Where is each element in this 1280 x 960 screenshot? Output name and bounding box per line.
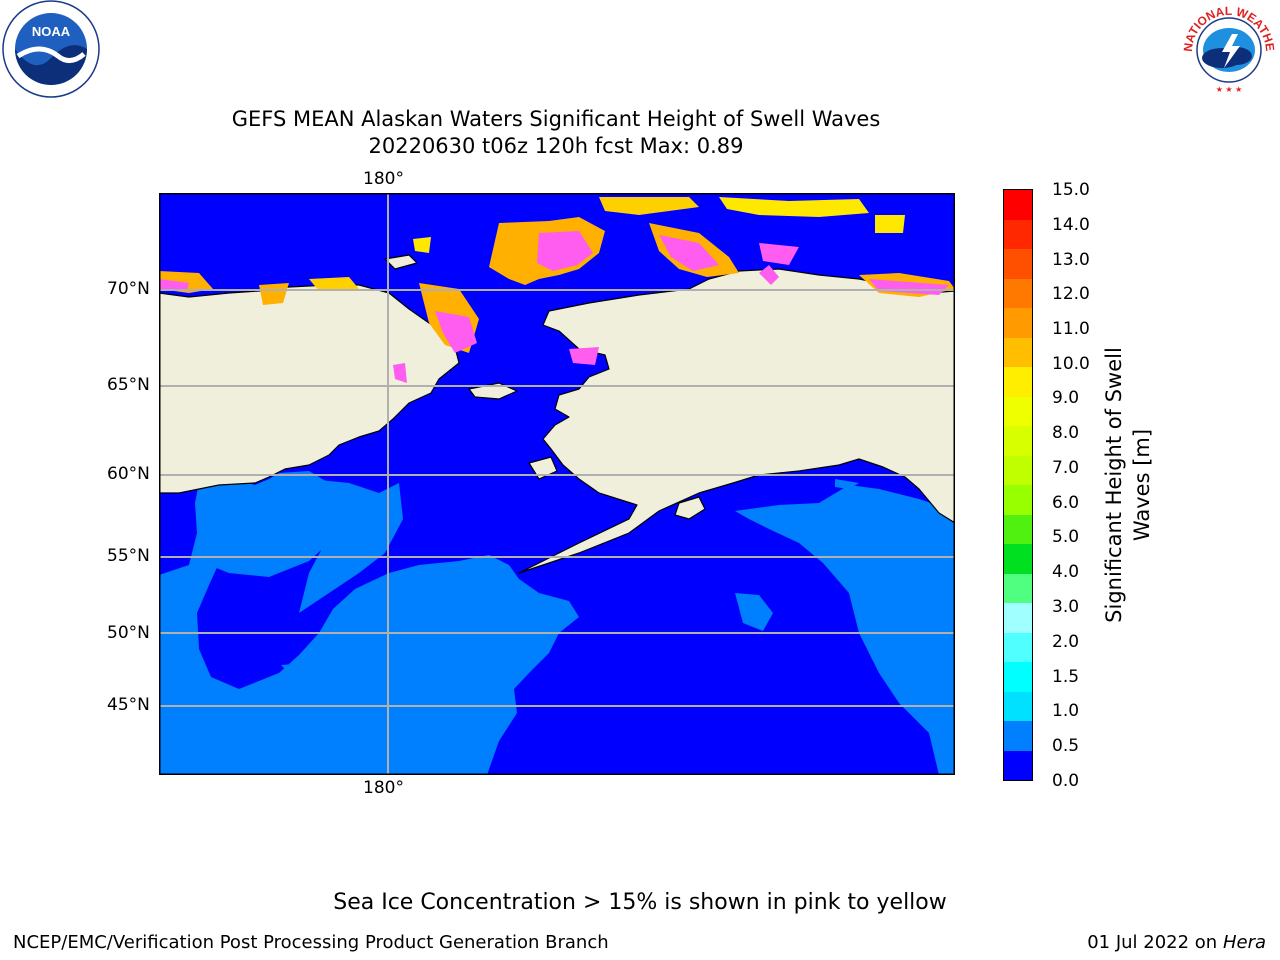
colorbar-segment: [1004, 750, 1032, 780]
colorbar-segment: [1004, 396, 1032, 428]
colorbar-tick-1: 1.0: [1052, 701, 1080, 721]
colorbar-segment: [1004, 485, 1032, 516]
lat-tick-70: 70°N: [107, 279, 150, 299]
footer-left: NCEP/EMC/Verification Post Processing Pr…: [13, 932, 609, 953]
colorbar-segment: [1004, 278, 1032, 310]
colorbar-tick-9: 9.0: [1052, 388, 1080, 408]
colorbar-segment: [1004, 603, 1032, 634]
colorbar-segment: [1004, 573, 1032, 605]
sea-ice: [159, 197, 955, 383]
colorbar-label: Significant Height of Swell Waves [m]: [1100, 325, 1160, 645]
footer-host: Hera: [1222, 932, 1266, 953]
colorbar-tick-0: 0.0: [1052, 771, 1080, 791]
noaa-logo: NOAA: [0, 0, 104, 100]
graticule: [159, 193, 955, 775]
colorbar-tick-2: 2.0: [1052, 632, 1080, 652]
colorbar-segment: [1004, 249, 1032, 280]
colorbar-segment: [1004, 219, 1032, 251]
lat-tick-50: 50°N: [107, 623, 150, 643]
colorbar-tick-4: 4.0: [1052, 562, 1080, 582]
colorbar-tick-10: 10.0: [1052, 354, 1090, 374]
colorbar-tick-1-5: 1.5: [1052, 667, 1080, 687]
colorbar-segment: [1004, 721, 1032, 752]
colorbar-segment: [1004, 367, 1032, 398]
colorbar-segment: [1004, 632, 1032, 664]
colorbar-segment: [1004, 308, 1032, 339]
noaa-logo-text: NOAA: [32, 24, 71, 39]
lat-tick-65: 65°N: [107, 375, 150, 395]
colorbar-segment: [1004, 455, 1032, 487]
lat-tick-45: 45°N: [107, 695, 150, 715]
colorbar-tick-8: 8.0: [1052, 423, 1080, 443]
map-panel: [159, 193, 955, 775]
footer-date: 01 Jul 2022 on: [1087, 932, 1223, 953]
colorbar-tick-14: 14.0: [1052, 215, 1090, 235]
colorbar-tick-6: 6.0: [1052, 493, 1080, 513]
colorbar-tick-7: 7.0: [1052, 458, 1080, 478]
colorbar-tick-11: 11.0: [1052, 319, 1090, 339]
colorbar-segment: [1004, 426, 1032, 457]
colorbar-segment: [1004, 544, 1032, 575]
colorbar-segment: [1004, 514, 1032, 546]
colorbar-tick-13: 13.0: [1052, 250, 1090, 270]
nws-logo: NATIONAL WEATHER SERVICE ★ ★ ★: [1174, 0, 1280, 100]
land: [159, 254, 955, 574]
colorbar: [1003, 189, 1033, 781]
colorbar-label-line1: Significant Height of Swell: [1102, 347, 1126, 623]
lat-tick-55: 55°N: [107, 546, 150, 566]
colorbar-segment: [1004, 691, 1032, 723]
colorbar-segment: [1004, 337, 1032, 369]
lat-tick-60: 60°N: [107, 464, 150, 484]
colorbar-segment: [1004, 190, 1032, 221]
colorbar-label-line2: Waves [m]: [1130, 428, 1154, 542]
sea-ice-note: Sea Ice Concentration > 15% is shown in …: [333, 890, 947, 915]
colorbar-tick-12: 12.0: [1052, 284, 1090, 304]
colorbar-tick-3: 3.0: [1052, 597, 1080, 617]
map-frame: [159, 193, 955, 775]
svg-text:★ ★ ★: ★ ★ ★: [1216, 85, 1243, 94]
colorbar-tick-0-5: 0.5: [1052, 736, 1080, 756]
lon-tick-top: 180°: [363, 169, 404, 189]
chart-title-line2: 20220630 t06z 120h fcst Max: 0.89: [368, 134, 744, 158]
footer-right: 01 Jul 2022 on Hera: [1087, 932, 1266, 953]
colorbar-segment: [1004, 662, 1032, 693]
lon-tick-bottom: 180°: [363, 778, 404, 798]
colorbar-tick-5: 5.0: [1052, 527, 1080, 547]
chart-title-line1: GEFS MEAN Alaskan Waters Significant Hei…: [231, 107, 881, 131]
colorbar-tick-15: 15.0: [1052, 180, 1090, 200]
